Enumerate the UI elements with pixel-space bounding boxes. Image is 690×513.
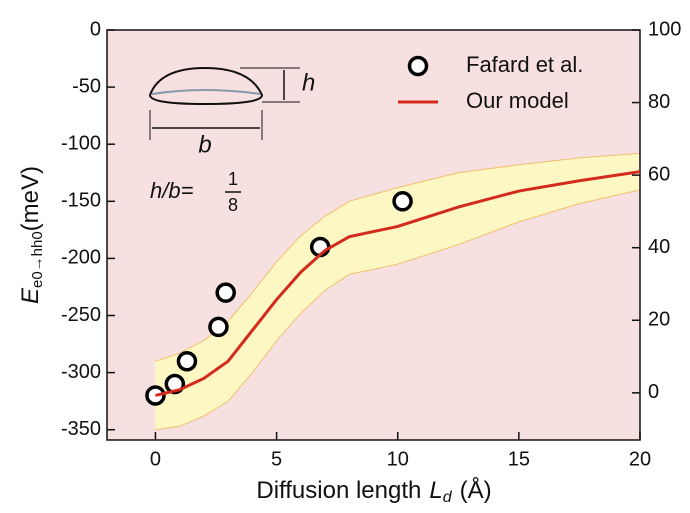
- legend-label: Our model: [466, 88, 569, 113]
- data-point: [176, 350, 198, 372]
- x-axis-label: Diffusion length Ld (Å): [256, 476, 491, 506]
- y2-tick-label: 0: [648, 381, 659, 403]
- x-label-symbol: L: [429, 477, 442, 504]
- data-point: [215, 282, 236, 303]
- y2-tick-label: 100: [648, 18, 681, 40]
- band-upper-edge: [155, 152, 641, 362]
- y-tick-label: -150: [61, 190, 101, 212]
- ratio-label: h/b=: [150, 178, 194, 203]
- model-line: [155, 170, 641, 397]
- y-tick-label: 0: [90, 18, 101, 40]
- x-tick-label: 20: [629, 448, 651, 470]
- y2-tick-label: 20: [648, 309, 670, 331]
- y-label-unit: (meV): [17, 166, 44, 231]
- x-label-sub: d: [443, 489, 453, 506]
- y-tick-label: -350: [61, 418, 101, 440]
- x-label-unit: (Å): [460, 476, 492, 504]
- x-tick-label: 0: [150, 448, 161, 470]
- y-tick-label: -50: [72, 75, 101, 97]
- data-point: [392, 191, 413, 212]
- ratio-denominator: 8: [228, 195, 238, 215]
- legend-label: Fafard et al.: [466, 52, 583, 77]
- y-tick-label: -250: [61, 304, 101, 326]
- y-axis-label: Ee0→hh0(meV): [17, 166, 46, 304]
- ratio-numerator: 1: [228, 169, 238, 189]
- y-label-main: E: [17, 287, 44, 304]
- inset-b: b: [198, 131, 211, 158]
- y2-tick-label: 80: [648, 91, 670, 113]
- wetting-line: [151, 89, 261, 95]
- y-tick-label: -200: [61, 247, 101, 269]
- inset: h b h/b= 1 8: [148, 66, 315, 215]
- y-label-sub: e0→hh0: [29, 231, 46, 288]
- x-tick-label: 15: [508, 448, 530, 470]
- legend-marker: [407, 55, 429, 77]
- y2-tick-label: 60: [648, 163, 670, 185]
- data-point: [208, 316, 229, 338]
- y2-tick-label: 40: [648, 236, 670, 258]
- inset-h: h: [302, 69, 315, 96]
- dot-shape: [148, 66, 264, 106]
- axes-frame: [106, 29, 641, 441]
- plot-area: 0 5 10 15 20 0 -50 -100 -150 -200 -250 -300 -350 0 20 4…: [61, 18, 681, 470]
- x-label-text: Diffusion length: [256, 477, 421, 504]
- band-lower-edge: [155, 189, 641, 431]
- data-point: [164, 373, 186, 395]
- y-tick-label: -100: [61, 132, 101, 154]
- x-tick-label: 5: [271, 448, 282, 470]
- y-tick-label: -300: [61, 361, 101, 383]
- x-tick-label: 10: [387, 448, 409, 470]
